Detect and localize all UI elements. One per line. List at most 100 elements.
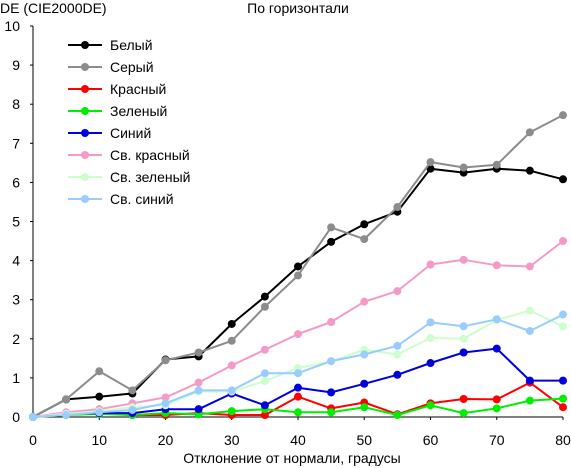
legend-swatch-marker — [81, 63, 89, 71]
data-point — [227, 407, 236, 416]
data-point — [393, 203, 402, 212]
legend-label: Св. зеленый — [110, 169, 190, 185]
y-tick-label: 6 — [12, 174, 20, 190]
legend-item: Серый — [68, 59, 154, 75]
data-point — [227, 319, 236, 328]
data-point — [459, 163, 468, 172]
data-point — [525, 306, 534, 315]
data-point — [459, 255, 468, 264]
data-point — [360, 350, 369, 359]
y-tick-label: 8 — [12, 96, 20, 112]
data-point — [294, 262, 302, 271]
data-point — [492, 395, 501, 404]
data-point — [426, 359, 435, 368]
data-point — [492, 344, 501, 353]
legend-label: Св. синий — [110, 191, 174, 207]
legend-item: Синий — [68, 125, 151, 141]
data-point — [327, 317, 336, 326]
data-point — [393, 341, 402, 350]
data-point — [260, 411, 269, 420]
legend-item: Св. синий — [68, 191, 174, 207]
data-point — [559, 175, 567, 184]
data-point — [426, 318, 435, 327]
data-point — [525, 166, 534, 175]
data-point — [426, 164, 435, 173]
data-point — [128, 386, 137, 395]
data-point — [194, 378, 203, 387]
legend-swatch-marker — [81, 151, 89, 159]
legend-swatch-marker — [81, 41, 89, 49]
x-tick-label: 50 — [356, 432, 372, 448]
legend-swatch-marker — [81, 129, 89, 137]
data-point — [260, 292, 269, 301]
data-point — [294, 271, 302, 280]
data-point — [327, 388, 336, 397]
data-point — [459, 348, 468, 357]
data-point — [227, 336, 236, 345]
y-tick-label: 7 — [12, 135, 20, 151]
data-point — [128, 405, 137, 414]
data-point — [327, 237, 336, 246]
data-point — [525, 396, 534, 405]
data-point — [426, 158, 435, 167]
x-tick-label: 40 — [290, 432, 306, 448]
data-point — [260, 302, 269, 311]
data-point — [294, 408, 302, 417]
legend-label: Белый — [110, 37, 153, 53]
data-point — [294, 392, 302, 401]
data-point — [327, 408, 336, 417]
data-point — [161, 399, 170, 408]
data-point — [360, 220, 369, 229]
legend-label: Красный — [110, 81, 166, 97]
data-point — [62, 395, 71, 404]
x-tick-label: 0 — [29, 432, 37, 448]
data-point — [95, 408, 104, 417]
data-point — [393, 350, 402, 359]
data-point — [459, 395, 468, 404]
data-point — [194, 348, 203, 357]
x-tick-label: 70 — [489, 432, 505, 448]
data-point — [327, 223, 336, 232]
data-point — [260, 401, 269, 410]
x-tick-label: 30 — [224, 432, 240, 448]
series-2 — [29, 111, 567, 421]
data-point — [360, 403, 369, 412]
data-point — [525, 376, 534, 385]
data-point — [426, 260, 435, 269]
x-axis-title: Отклонение от нормали, градусы — [183, 450, 400, 466]
data-point — [95, 392, 104, 401]
data-point — [492, 261, 501, 270]
x-tick-label: 20 — [158, 432, 174, 448]
data-point — [559, 403, 567, 412]
data-point — [227, 386, 236, 395]
data-point — [426, 401, 435, 410]
series-7 — [29, 306, 567, 421]
data-point — [161, 393, 170, 402]
data-point — [194, 405, 203, 414]
legend-item: Белый — [68, 37, 153, 53]
data-point — [227, 361, 236, 370]
plot-area — [29, 111, 567, 421]
data-point — [393, 411, 402, 420]
y-axis-title: DE (CIE2000DE) — [0, 0, 107, 16]
data-point — [559, 237, 567, 246]
x-tick-label: 60 — [423, 432, 439, 448]
legend-label: Серый — [110, 59, 154, 75]
legend-label: Синий — [110, 125, 151, 141]
data-point — [360, 297, 369, 306]
data-point — [95, 367, 104, 376]
y-tick-label: 3 — [12, 292, 20, 308]
data-point — [294, 383, 302, 392]
legend-swatch-marker — [81, 173, 89, 181]
data-point — [426, 334, 435, 343]
data-point — [29, 413, 37, 421]
data-point — [559, 310, 567, 319]
data-point — [294, 369, 302, 378]
y-tick-label: 2 — [12, 331, 20, 347]
legend-item: Св. зеленый — [68, 169, 190, 185]
legend-item: Красный — [68, 81, 166, 97]
data-point — [260, 369, 269, 378]
series-8 — [29, 310, 567, 421]
